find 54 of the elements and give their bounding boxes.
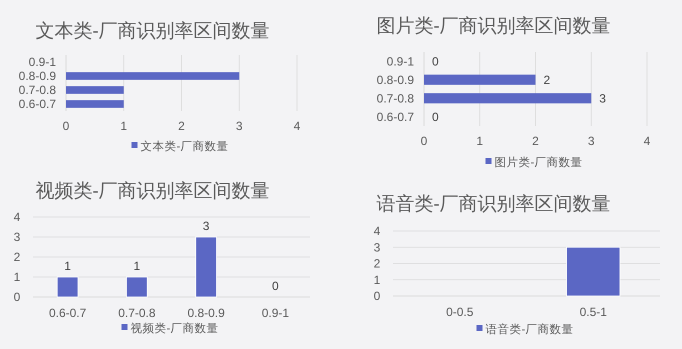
legend: 视频类-厂商数量 <box>122 323 218 335</box>
chart-title: 语音类-厂商识别率区间数量 <box>376 193 611 215</box>
legend: 文本类-厂商数量 <box>132 141 228 153</box>
y-tick-label: 0.9-1 <box>386 54 414 68</box>
legend: 图片类-厂商数量 <box>486 157 582 169</box>
x-tick-label: 3 <box>588 134 595 148</box>
legend-label: 图片类-厂商数量 <box>494 155 582 169</box>
data-label: 2 <box>544 72 550 87</box>
data-label: 0 <box>432 110 439 124</box>
x-tick-label: 0.6-0.7 <box>48 306 87 320</box>
y-tick-label: 0.8-0.9 <box>18 69 56 83</box>
legend-label: 视频类-厂商数量 <box>130 321 218 335</box>
data-label: 0 <box>432 54 439 68</box>
x-tick-label: 4 <box>294 119 301 133</box>
y-tick-label: 4 <box>374 224 381 238</box>
y-tick-label: 0.6-0.7 <box>376 110 414 124</box>
data-label: 1 <box>64 259 72 273</box>
x-tick-label: 0.9-1 <box>262 306 290 320</box>
x-tick-label: 3 <box>236 119 243 133</box>
y-tick-label: 0.9-1 <box>28 55 56 69</box>
data-label: 0 <box>272 279 280 293</box>
data-label: 3 <box>202 219 210 233</box>
chart-title: 文本类-厂商识别率区间数量 <box>35 20 270 42</box>
x-tick-label: 4 <box>644 134 651 148</box>
y-tick-label: 0.6-0.7 <box>18 97 56 111</box>
y-tick-label: 2 <box>374 256 381 270</box>
y-tick-label: 3 <box>374 240 381 254</box>
x-tick-label: 1 <box>476 134 484 148</box>
x-tick-label: 0 <box>420 134 428 148</box>
chart-title: 图片类-厂商识别率区间数量 <box>376 15 611 37</box>
x-tick-label: 2 <box>532 134 540 148</box>
x-tick-label: 0.8-0.9 <box>187 306 226 320</box>
y-tick-label: 4 <box>14 210 21 224</box>
y-tick-label: 2 <box>14 250 21 264</box>
x-tick-label: 0-0.5 <box>446 305 474 319</box>
y-tick-label: 3 <box>14 230 21 244</box>
x-tick-label: 2 <box>178 119 186 133</box>
y-tick-label: 1 <box>14 270 21 284</box>
y-tick-label: 0 <box>374 289 381 303</box>
chart-title: 视频类-厂商识别率区间数量 <box>35 180 270 202</box>
y-tick-label: 0.7-0.8 <box>18 83 56 97</box>
x-tick-label: 1 <box>120 119 128 133</box>
legend-label: 语音类-厂商数量 <box>486 322 574 336</box>
y-tick-label: 0.7-0.8 <box>376 91 414 106</box>
y-tick-label: 0 <box>14 290 21 304</box>
data-label: 1 <box>134 259 141 273</box>
x-tick-label: 0.7-0.8 <box>118 306 156 320</box>
y-tick-label: 0.8-0.9 <box>376 72 414 87</box>
x-tick-label: 0.5-1 <box>580 305 608 319</box>
x-tick-label: 0 <box>62 119 70 133</box>
y-tick-label: 1 <box>374 272 381 287</box>
legend-label: 文本类-厂商数量 <box>140 139 228 153</box>
data-label: 3 <box>599 91 606 106</box>
legend: 语音类-厂商数量 <box>476 324 574 336</box>
